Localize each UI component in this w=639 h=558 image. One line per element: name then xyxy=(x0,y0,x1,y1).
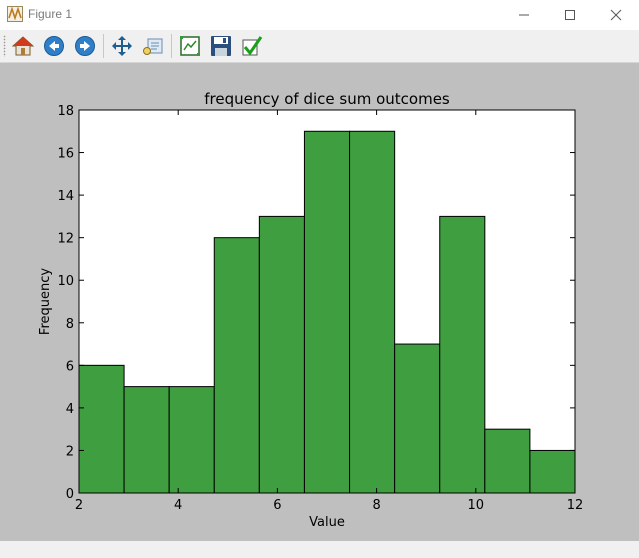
window-titlebar: Figure 1 xyxy=(0,0,639,31)
configure-subplots-icon xyxy=(180,36,200,56)
window-title: Figure 1 xyxy=(28,7,73,21)
histogram-bar xyxy=(394,343,441,494)
maximize-button[interactable] xyxy=(547,0,593,30)
y-tick-label: 0 xyxy=(66,487,74,502)
histogram-bar xyxy=(529,449,576,494)
y-tick-label: 18 xyxy=(57,104,74,119)
y-tick-label: 6 xyxy=(66,359,74,374)
x-axis-label: Value xyxy=(309,515,345,530)
maximize-icon xyxy=(565,10,575,20)
status-bar xyxy=(0,541,639,558)
x-tick-label: 6 xyxy=(273,498,281,513)
figure-canvas[interactable]: frequency of dice sum outcomes 2 4 6 8 10 12 … xyxy=(0,63,639,541)
subplots-button[interactable] xyxy=(177,33,203,59)
edit-parameters-button[interactable] xyxy=(239,33,265,59)
toolbar-separator xyxy=(171,34,172,58)
plot-frame xyxy=(78,109,576,494)
move-icon xyxy=(112,36,132,56)
histogram-chart: frequency of dice sum outcomes 2 4 6 8 10 12 … xyxy=(38,90,584,530)
close-button[interactable] xyxy=(593,0,639,30)
back-button[interactable] xyxy=(41,33,67,59)
x-tick-label: 10 xyxy=(468,498,485,513)
y-tick-label: 10 xyxy=(57,274,74,289)
y-tick-label: 4 xyxy=(66,402,74,417)
back-arrow-icon xyxy=(44,36,64,56)
home-button[interactable] xyxy=(10,33,36,59)
save-icon xyxy=(211,36,231,56)
y-axis-label: Frequency xyxy=(38,268,53,335)
checkmark-icon xyxy=(242,36,263,56)
forward-button[interactable] xyxy=(72,33,98,59)
x-tick-label: 12 xyxy=(567,498,584,513)
y-tick-label: 2 xyxy=(66,444,74,459)
histogram-bar xyxy=(439,215,486,494)
y-tick-label: 16 xyxy=(57,147,74,162)
zoom-button[interactable] xyxy=(140,33,166,59)
toolbar-grip[interactable] xyxy=(3,35,6,57)
save-button[interactable] xyxy=(208,33,234,59)
x-tick-label: 2 xyxy=(75,498,83,513)
close-icon xyxy=(610,9,622,21)
pan-button[interactable] xyxy=(109,33,135,59)
navigation-toolbar xyxy=(0,30,639,63)
figure-app-icon xyxy=(7,6,23,22)
forward-arrow-icon xyxy=(75,36,95,56)
histogram-bar xyxy=(484,428,531,494)
histogram-bar xyxy=(123,386,170,494)
x-tick-label: 8 xyxy=(372,498,380,513)
histogram-bar xyxy=(168,386,215,494)
histogram-bar xyxy=(78,364,125,494)
histogram-bar xyxy=(349,130,396,494)
minimize-button[interactable] xyxy=(501,0,547,30)
y-tick-label: 12 xyxy=(57,232,74,247)
histogram-bar xyxy=(303,130,351,494)
y-tick-label: 14 xyxy=(57,189,74,204)
minimize-icon xyxy=(519,14,529,16)
histogram-bar xyxy=(258,215,305,494)
home-icon xyxy=(12,36,34,56)
x-tick-label: 4 xyxy=(174,498,182,513)
zoom-rect-icon xyxy=(143,38,163,55)
histogram-bar xyxy=(213,237,260,494)
toolbar-separator xyxy=(103,34,104,58)
y-tick-label: 8 xyxy=(66,317,74,332)
chart-title: frequency of dice sum outcomes xyxy=(204,90,450,108)
